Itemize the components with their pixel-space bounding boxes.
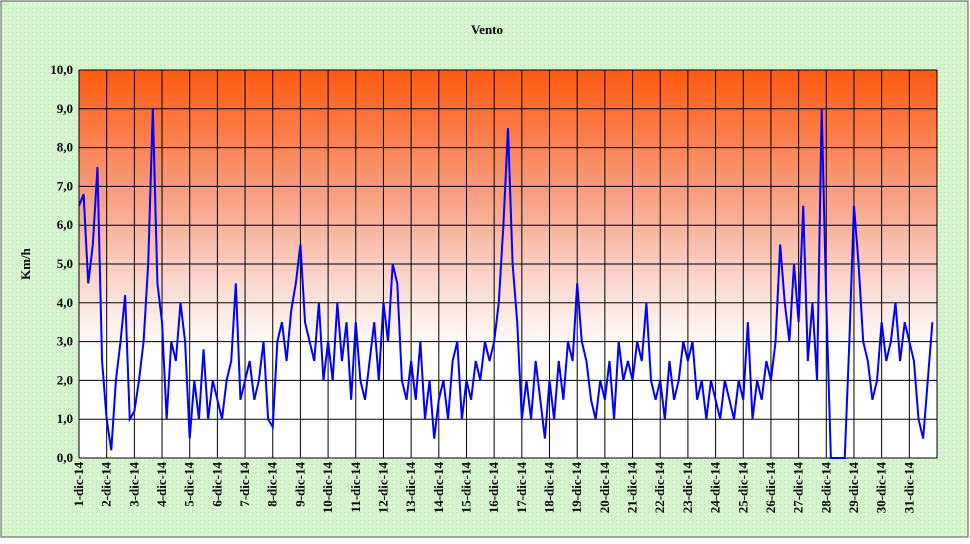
x-tick-label: 3-dic-14: [126, 462, 141, 507]
x-tick-label: 14-dic-14: [431, 462, 446, 514]
x-tick-label: 15-dic-14: [458, 462, 473, 514]
x-tick-label: 9-dic-14: [292, 462, 307, 507]
x-tick-label: 16-dic-14: [486, 462, 501, 514]
x-tick-label: 31-dic-14: [901, 462, 916, 514]
x-tick-label: 13-dic-14: [403, 462, 418, 514]
y-tick-label: 4,0: [57, 295, 73, 310]
y-tick-label: 6,0: [57, 217, 73, 232]
x-tick-label: 23-dic-14: [680, 462, 695, 514]
x-tick-label: 22-dic-14: [652, 462, 667, 514]
y-tick-label: 1,0: [57, 411, 73, 426]
x-tick-label: 30-dic-14: [874, 462, 889, 514]
x-tick-label: 7-dic-14: [237, 462, 252, 507]
x-tick-label: 2-dic-14: [99, 462, 114, 507]
x-tick-label: 18-dic-14: [542, 462, 557, 514]
y-tick-label: 9,0: [57, 101, 73, 116]
x-tick-label: 27-dic-14: [791, 462, 806, 514]
x-tick-label: 20-dic-14: [597, 462, 612, 514]
chart-title: Vento: [471, 22, 503, 37]
x-tick-label: 19-dic-14: [569, 462, 584, 514]
x-tick-label: 12-dic-14: [375, 462, 390, 514]
x-tick-label: 5-dic-14: [182, 462, 197, 507]
y-tick-label: 7,0: [57, 178, 73, 193]
x-tick-label: 24-dic-14: [708, 462, 723, 514]
data-line: [78, 108, 934, 459]
y-tick-label: 5,0: [57, 256, 73, 271]
x-tick-label: 10-dic-14: [320, 462, 335, 514]
y-tick-label: 2,0: [57, 372, 73, 387]
x-tick-label: 8-dic-14: [265, 462, 280, 507]
x-tick-label: 17-dic-14: [514, 462, 529, 514]
x-tick-label: 25-dic-14: [735, 462, 750, 514]
y-tick-label: 0,0: [57, 450, 73, 465]
x-tick-label: 11-dic-14: [348, 462, 363, 513]
x-tick-label: 21-dic-14: [625, 462, 640, 514]
x-tick-label: 1-dic-14: [71, 462, 86, 507]
y-tick-label: 10,0: [50, 62, 73, 77]
x-tick-label: 26-dic-14: [763, 462, 778, 514]
x-tick-label: 29-dic-14: [846, 462, 861, 514]
x-tick-label: 4-dic-14: [154, 462, 169, 507]
y-axis-label: Km/h: [18, 247, 33, 280]
y-tick-label: 3,0: [57, 334, 73, 349]
y-tick-label: 8,0: [57, 140, 73, 155]
x-tick-label: 6-dic-14: [209, 462, 224, 507]
x-tick-label: 28-dic-14: [818, 462, 833, 514]
